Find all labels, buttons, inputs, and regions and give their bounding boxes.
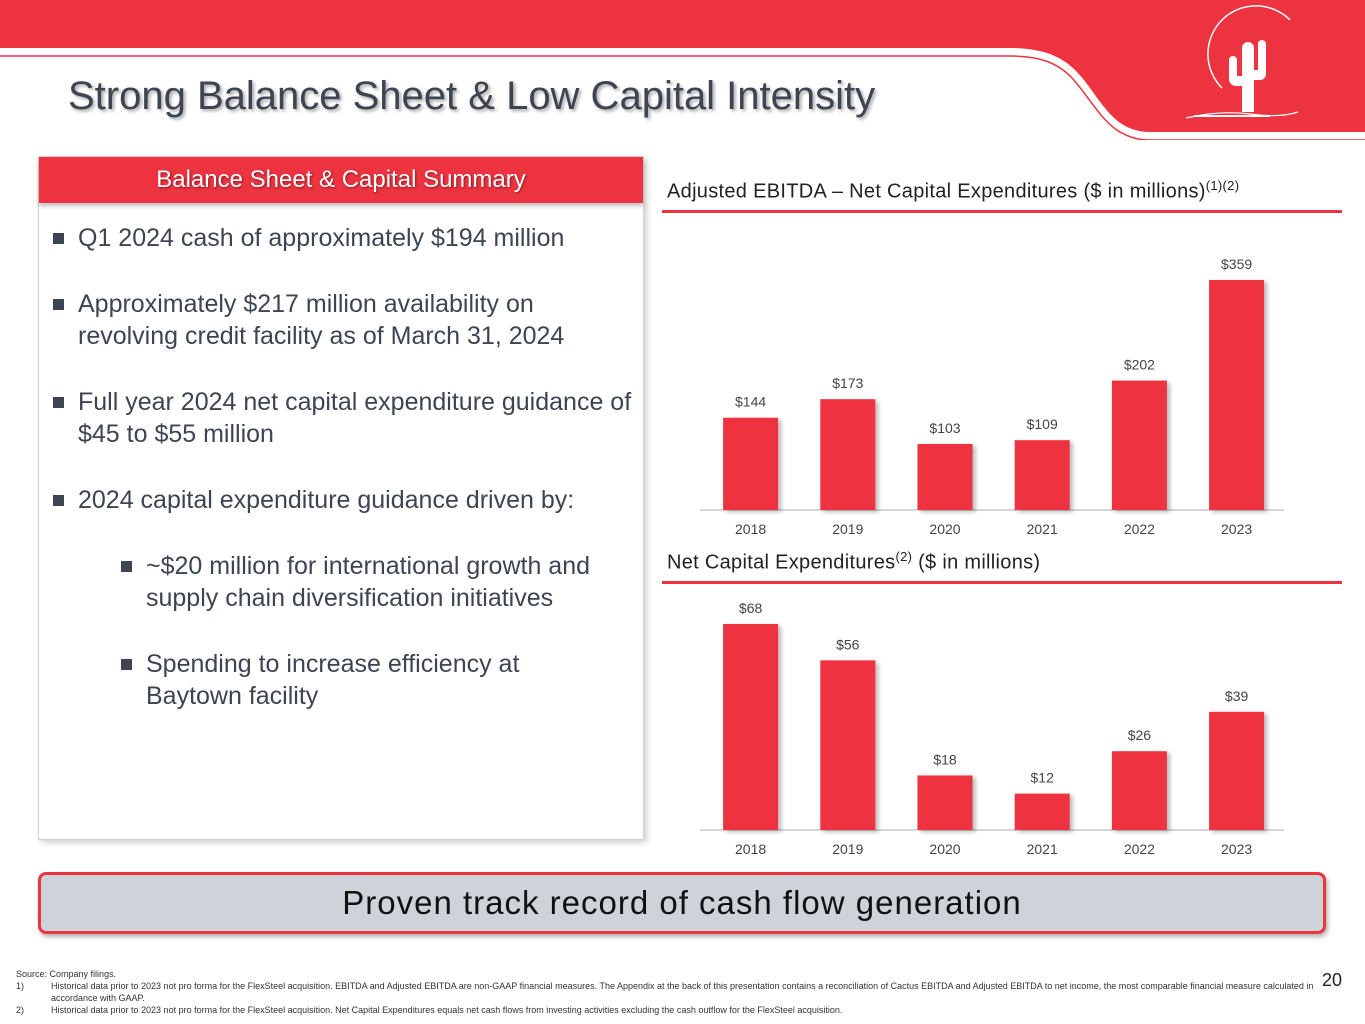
square-bullet-icon [121, 659, 132, 670]
square-bullet-icon [53, 397, 64, 408]
bullet-capex-drivers: 2024 capital expenditure guidance driven… [53, 484, 633, 516]
square-bullet-icon [121, 561, 132, 572]
bar-2023 [1209, 280, 1265, 510]
data-label: $18 [933, 751, 957, 767]
bullet-cash: Q1 2024 cash of approximately $194 milli… [53, 222, 633, 254]
square-bullet-icon [53, 299, 64, 310]
footnotes: Source: Company filings. 1) Historical d… [16, 968, 1316, 1016]
chart-title-net-capex: Net Capital Expenditures(2) ($ in millio… [667, 549, 1041, 574]
chart-title-ebitda-capex: Adjusted EBITDA – Net Capital Expenditur… [667, 178, 1240, 203]
cactus-sunset-icon [1185, 5, 1299, 119]
net-capex-bar-chart: $68 2018 $56 2019 $18 2020 $12 2021 $26 2022 $39 20… [700, 600, 1284, 857]
x-tick-label: 2018 [735, 841, 766, 857]
ebitda-capex-bar-chart: $144 2018 $173 2019 $103 2020 $109 2021 $202 2022… [700, 256, 1284, 537]
panel-header: Balance Sheet & Capital Summary [39, 157, 643, 203]
bar-2018 [723, 417, 779, 510]
bullet-credit-facility: Approximately $217 million availability … [53, 288, 593, 352]
page-number: 20 [1322, 970, 1343, 990]
x-tick-label: 2020 [929, 841, 960, 857]
chart-title-rule [662, 210, 1342, 213]
bar-2023 [1209, 711, 1265, 830]
footnote-2: 2) Historical data prior to 2023 not pro… [16, 1005, 843, 1015]
x-tick-label: 2019 [832, 841, 863, 857]
callout-banner: Proven track record of cash flow generat… [38, 872, 1326, 934]
x-tick-label: 2023 [1221, 521, 1252, 537]
x-tick-label: 2021 [1027, 521, 1058, 537]
bar-2019 [820, 399, 876, 510]
x-tick-label: 2019 [832, 521, 863, 537]
data-label: $56 [836, 636, 860, 652]
data-label: $173 [832, 375, 863, 391]
sub-bullet-international-growth: ~$20 million for international growth an… [121, 550, 621, 614]
data-label: $144 [735, 394, 766, 410]
bar-2021 [1014, 793, 1070, 830]
bar-2020 [917, 444, 973, 510]
data-label: $103 [929, 420, 960, 436]
square-bullet-icon [53, 233, 64, 244]
bullet-capex-guidance: Full year 2024 net capital expenditure g… [53, 386, 638, 450]
bar-2020 [917, 775, 973, 830]
data-label: $39 [1225, 688, 1249, 704]
x-tick-label: 2022 [1124, 841, 1155, 857]
page-title: Strong Balance Sheet & Low Capital Inten… [68, 74, 876, 118]
x-tick-label: 2023 [1221, 841, 1252, 857]
balance-sheet-summary-panel: Balance Sheet & Capital Summary Q1 2024 … [38, 156, 644, 840]
data-label: $12 [1031, 770, 1055, 786]
data-label: $109 [1027, 416, 1058, 432]
data-label: $202 [1124, 357, 1155, 373]
sub-bullet-baytown: Spending to increase efficiency at Bayto… [121, 648, 621, 712]
bar-2022 [1111, 380, 1167, 510]
bar-2021 [1014, 440, 1070, 510]
x-tick-label: 2020 [929, 521, 960, 537]
data-label: $68 [739, 600, 763, 616]
data-label: $359 [1221, 256, 1252, 272]
square-bullet-icon [53, 495, 64, 506]
footnote-1: 1) Historical data prior to 2023 not pro… [16, 981, 1314, 1003]
x-tick-label: 2022 [1124, 521, 1155, 537]
data-label: $26 [1128, 727, 1152, 743]
bar-2022 [1111, 751, 1167, 830]
header-band [0, 0, 1365, 140]
bar-2018 [723, 624, 779, 830]
x-tick-label: 2018 [735, 521, 766, 537]
bar-2019 [820, 660, 876, 830]
chart-title-rule [662, 581, 1342, 584]
footnote-source: Source: Company filings. [16, 969, 117, 979]
x-tick-label: 2021 [1027, 841, 1058, 857]
